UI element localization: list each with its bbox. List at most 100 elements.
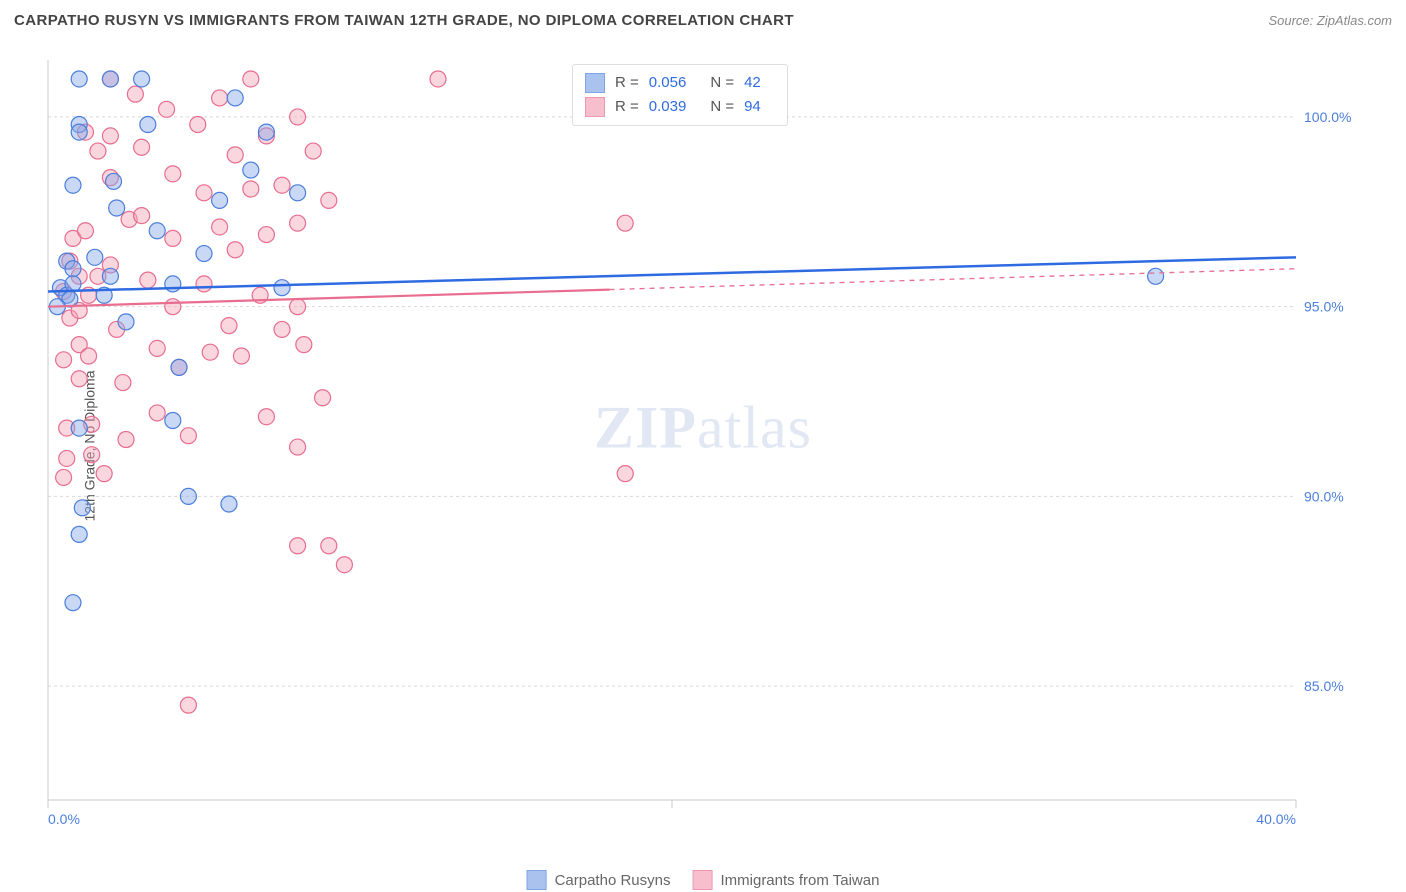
scatter-point — [134, 71, 150, 87]
scatter-point — [134, 139, 150, 155]
scatter-point — [65, 595, 81, 611]
scatter-point — [617, 466, 633, 482]
scatter-point — [102, 128, 118, 144]
trend-line — [48, 290, 610, 307]
scatter-point — [165, 166, 181, 182]
scatter-point — [102, 71, 118, 87]
scatter-point — [196, 185, 212, 201]
scatter-point — [165, 276, 181, 292]
scatter-point — [71, 526, 87, 542]
scatter-point — [221, 318, 237, 334]
scatter-point — [77, 223, 93, 239]
scatter-point — [149, 340, 165, 356]
scatter-point — [258, 124, 274, 140]
legend-row: R =0.056N =42 — [585, 71, 775, 95]
scatter-point — [84, 447, 100, 463]
r-value: 0.039 — [649, 95, 687, 119]
source-attribution: Source: ZipAtlas.com — [1268, 13, 1392, 28]
r-label: R = — [615, 95, 639, 119]
scatter-point — [159, 101, 175, 117]
scatter-point — [212, 219, 228, 235]
scatter-point — [71, 71, 87, 87]
n-value: 42 — [744, 71, 761, 95]
scatter-point — [149, 405, 165, 421]
scatter-point — [65, 261, 81, 277]
scatter-point — [243, 181, 259, 197]
scatter-point — [106, 173, 122, 189]
legend-bottom: Carpatho Rusyns Immigrants from Taiwan — [527, 870, 880, 890]
legend-swatch — [585, 97, 605, 117]
trend-line — [48, 257, 1296, 291]
legend-row: R =0.039N =94 — [585, 95, 775, 119]
scatter-point — [227, 242, 243, 258]
scatter-point — [212, 90, 228, 106]
scatter-chart-svg: 85.0%90.0%95.0%100.0%0.0%40.0% — [46, 60, 1366, 830]
legend-correlation-box: R =0.056N =42R =0.039N =94 — [572, 64, 788, 126]
scatter-point — [109, 200, 125, 216]
y-tick-label: 85.0% — [1304, 678, 1344, 694]
scatter-point — [102, 268, 118, 284]
scatter-point — [274, 177, 290, 193]
scatter-point — [90, 143, 106, 159]
y-tick-label: 95.0% — [1304, 299, 1344, 315]
n-label: N = — [710, 95, 734, 119]
scatter-point — [202, 344, 218, 360]
chart-title: CARPATHO RUSYN VS IMMIGRANTS FROM TAIWAN… — [14, 12, 794, 29]
legend-swatch — [692, 870, 712, 890]
scatter-point — [243, 162, 259, 178]
scatter-point — [274, 321, 290, 337]
scatter-point — [71, 124, 87, 140]
legend-swatch — [585, 73, 605, 93]
scatter-point — [321, 192, 337, 208]
legend-swatch — [527, 870, 547, 890]
scatter-point — [171, 359, 187, 375]
scatter-point — [118, 314, 134, 330]
scatter-point — [227, 90, 243, 106]
scatter-point — [56, 352, 72, 368]
scatter-point — [196, 276, 212, 292]
scatter-point — [134, 208, 150, 224]
scatter-point — [180, 428, 196, 444]
legend-series-label: Carpatho Rusyns — [555, 872, 671, 889]
scatter-point — [617, 215, 633, 231]
scatter-point — [140, 117, 156, 133]
scatter-point — [180, 697, 196, 713]
scatter-point — [274, 280, 290, 296]
scatter-point — [430, 71, 446, 87]
y-tick-label: 100.0% — [1304, 109, 1351, 125]
scatter-point — [65, 177, 81, 193]
scatter-point — [221, 496, 237, 512]
scatter-point — [87, 249, 103, 265]
scatter-point — [290, 299, 306, 315]
scatter-point — [258, 409, 274, 425]
scatter-point — [71, 371, 87, 387]
scatter-point — [165, 413, 181, 429]
chart-header: CARPATHO RUSYN VS IMMIGRANTS FROM TAIWAN… — [0, 0, 1406, 40]
scatter-point — [296, 337, 312, 353]
scatter-point — [56, 469, 72, 485]
r-value: 0.056 — [649, 71, 687, 95]
scatter-point — [305, 143, 321, 159]
scatter-point — [290, 109, 306, 125]
scatter-point — [74, 500, 90, 516]
scatter-point — [243, 71, 259, 87]
scatter-point — [290, 185, 306, 201]
scatter-point — [81, 348, 97, 364]
scatter-point — [140, 272, 156, 288]
chart-area: 85.0%90.0%95.0%100.0%0.0%40.0% — [46, 60, 1366, 830]
n-label: N = — [710, 71, 734, 95]
scatter-point — [96, 466, 112, 482]
scatter-point — [227, 147, 243, 163]
scatter-point — [149, 223, 165, 239]
scatter-point — [71, 420, 87, 436]
x-tick-label: 0.0% — [48, 811, 80, 827]
x-tick-label: 40.0% — [1256, 811, 1296, 827]
scatter-point — [258, 227, 274, 243]
scatter-point — [165, 230, 181, 246]
scatter-point — [290, 538, 306, 554]
scatter-point — [336, 557, 352, 573]
trend-line-dashed — [610, 269, 1296, 290]
scatter-point — [321, 538, 337, 554]
scatter-point — [59, 450, 75, 466]
legend-bottom-item: Immigrants from Taiwan — [692, 870, 879, 890]
